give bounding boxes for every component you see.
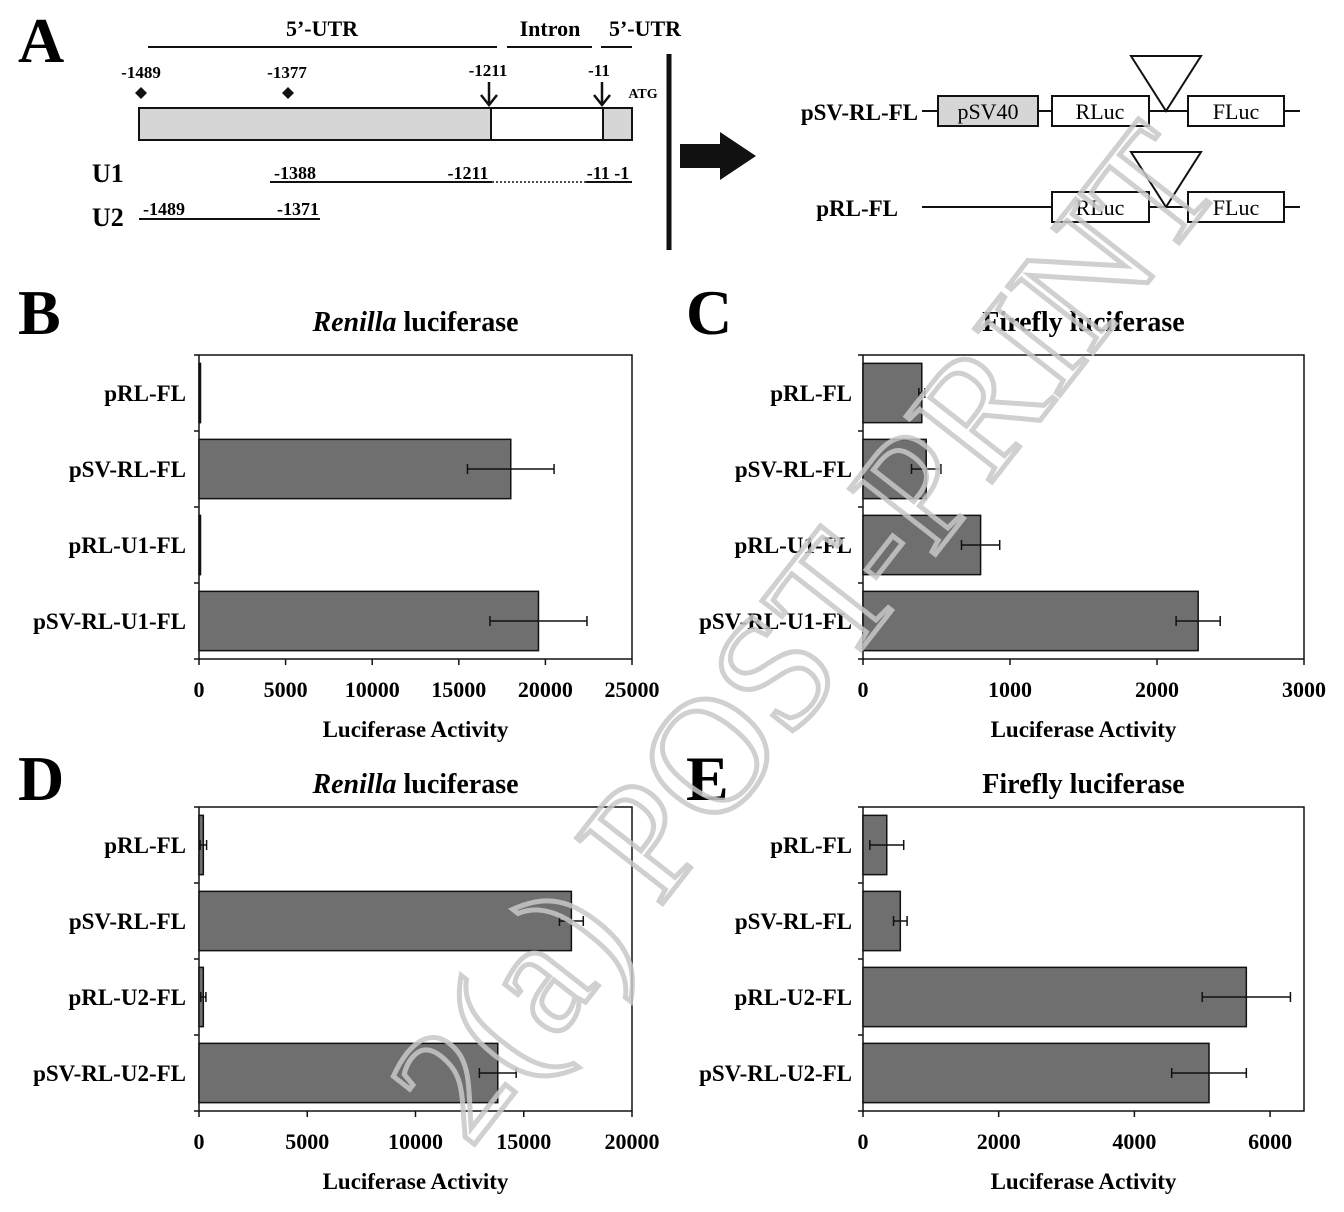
category-label: pSV-RL-U2-FL	[699, 1061, 852, 1086]
region-label-utr-1: 5’-UTR	[286, 16, 359, 41]
bar	[863, 1043, 1209, 1102]
tick-label: 20000	[605, 1129, 660, 1154]
chart-title: Renilla luciferase	[311, 307, 518, 338]
tick-label: 0	[194, 677, 205, 702]
position-label: -1489	[121, 63, 161, 82]
chart-title: Firefly luciferase	[982, 769, 1184, 800]
category-label: pRL-FL	[104, 833, 186, 858]
gene-box-intron	[491, 108, 603, 140]
tick-label: 2000	[977, 1129, 1021, 1154]
gene-box-utr-end	[603, 108, 632, 140]
gene-box-utr	[139, 108, 491, 140]
category-label: pSV-RL-FL	[69, 457, 186, 482]
position-label: -1377	[267, 63, 307, 82]
u2-start: -1489	[143, 199, 185, 219]
diamond-marker	[282, 87, 294, 99]
u1-mid: -1211	[447, 163, 488, 183]
atg-label: ATG	[628, 87, 657, 102]
region-label-utr-2: 5’-UTR	[609, 16, 682, 41]
chart-e-firefly: Firefly luciferase pRL-FL pSV-RL-FL pRL-U2-…	[699, 769, 1304, 1194]
category-label: pSV-RL-U1-FL	[33, 609, 186, 634]
tick-label: 4000	[1112, 1129, 1156, 1154]
category-label: pSV-RL-U2-FL	[33, 1061, 186, 1086]
panel-letter-b: B	[18, 277, 61, 348]
category-label: pRL-FL	[770, 833, 852, 858]
category-label: pRL-U2-FL	[68, 985, 186, 1010]
arrow-down-icon	[481, 82, 497, 105]
chart-b-renilla: Renilla luciferase pRL-FL pSV-RL-FL pRL-U1-…	[33, 307, 659, 742]
u1-label: U1	[92, 159, 124, 188]
x-axis-label: Luciferase Activity	[323, 1169, 509, 1194]
construct-box-label: pSV40	[957, 99, 1018, 124]
panel-letter-a: A	[18, 5, 64, 76]
tick-label: 2000	[1135, 677, 1179, 702]
bar	[199, 363, 201, 422]
tick-label: 10000	[388, 1129, 443, 1154]
position-label: -1211	[469, 61, 508, 80]
category-label: pRL-FL	[104, 381, 186, 406]
diamond-marker	[135, 87, 147, 99]
u1-end: -11 -1	[587, 163, 630, 183]
x-axis-label: Luciferase Activity	[323, 717, 509, 742]
tick-label: 10000	[345, 677, 400, 702]
tick-label: 1000	[988, 677, 1032, 702]
bar	[199, 439, 511, 498]
category-label: pRL-FL	[770, 381, 852, 406]
tick-label: 15000	[431, 677, 486, 702]
category-label: pRL-U2-FL	[734, 985, 852, 1010]
x-axis-label: Luciferase Activity	[991, 717, 1177, 742]
panel-letter-d: D	[18, 743, 64, 814]
tick-label: 20000	[518, 677, 573, 702]
tick-label: 6000	[1248, 1129, 1292, 1154]
u1-start: -1388	[274, 163, 316, 183]
u2-end: -1371	[277, 199, 319, 219]
u2-label: U2	[92, 203, 124, 232]
construct-box-label: FLuc	[1213, 99, 1260, 124]
arrow-right-icon	[680, 132, 756, 180]
x-axis-label: Luciferase Activity	[991, 1169, 1177, 1194]
arrow-down-icon	[594, 82, 610, 105]
bar	[199, 591, 538, 650]
position-label: -11	[588, 61, 610, 80]
bar	[863, 967, 1246, 1026]
bar	[199, 515, 201, 574]
category-label: pRL-U1-FL	[68, 533, 186, 558]
construct-name: pSV-RL-FL	[801, 100, 918, 125]
tick-label: 5000	[264, 677, 308, 702]
tick-label: 5000	[285, 1129, 329, 1154]
tick-label: 0	[858, 1129, 869, 1154]
tick-label: 3000	[1282, 677, 1326, 702]
region-label-intron: Intron	[520, 16, 581, 41]
panel-letter-c: C	[686, 277, 732, 348]
construct-name: pRL-FL	[816, 196, 898, 221]
chart-title: Renilla luciferase	[311, 769, 518, 800]
tick-label: 0	[194, 1129, 205, 1154]
category-label: pSV-RL-FL	[69, 909, 186, 934]
category-label: pSV-RL-FL	[735, 909, 852, 934]
